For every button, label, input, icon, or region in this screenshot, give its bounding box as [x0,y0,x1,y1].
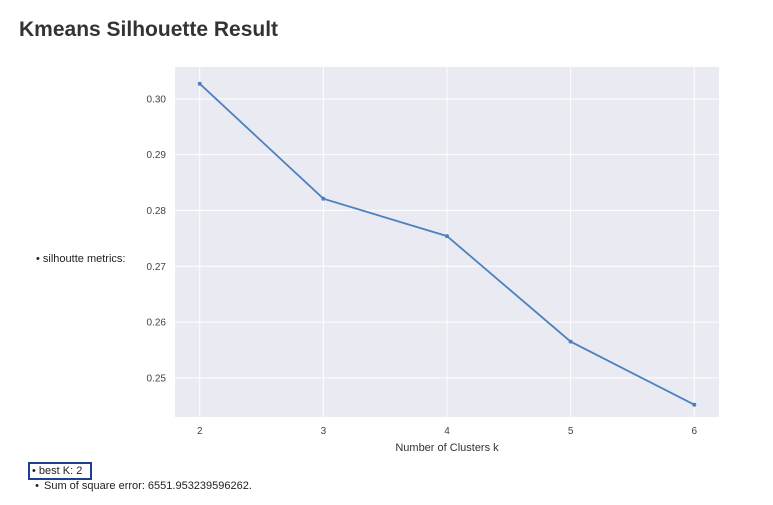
x-tick-label: 3 [321,426,327,437]
best-k-item: • best K: 2 [28,461,252,480]
x-tick-label: 6 [691,426,697,437]
x-tick-label: 4 [444,426,450,437]
data-point [692,402,697,407]
results-list: • best K: 2 • Sum of square error: 6551.… [28,461,252,493]
sse-label: Sum of square error: 6551.953239596262. [44,479,252,492]
list-bullet: • [36,253,40,265]
x-tick-label: 5 [568,426,574,437]
y-tick-label: 0.26 [147,318,167,329]
y-tick-label: 0.29 [147,150,167,161]
metrics-list-item: • silhoutte metrics: [36,253,125,265]
list-bullet: • [32,464,36,477]
data-point [568,339,573,344]
best-k-highlight: • best K: 2 [28,461,93,480]
x-tick-label: 2 [197,426,203,437]
sse-item: • Sum of square error: 6551.953239596262… [30,478,252,493]
x-axis-label: Number of Clusters k [395,442,499,454]
best-k-label: best K: 2 [38,464,83,477]
y-tick-label: 0.28 [147,206,167,217]
tick-labels: 2 3 4 5 6 0.25 0.26 0.27 0.28 0.29 0.30 [147,94,698,437]
metrics-label: silhoutte metrics: [42,253,126,265]
y-tick-label: 0.27 [147,262,167,273]
y-tick-label: 0.30 [147,94,167,105]
data-point [321,196,326,201]
data-point [197,81,202,86]
silhouette-line-chart: 2 3 4 5 6 0.25 0.26 0.27 0.28 0.29 0.30 Number of … [147,67,719,454]
data-point [445,234,449,239]
data-points [197,81,697,407]
y-tick-label: 0.25 [147,373,167,384]
page-title: Kmeans Silhouette Result [19,18,279,41]
grid-lines [175,67,719,417]
list-bullet: • [35,479,39,492]
